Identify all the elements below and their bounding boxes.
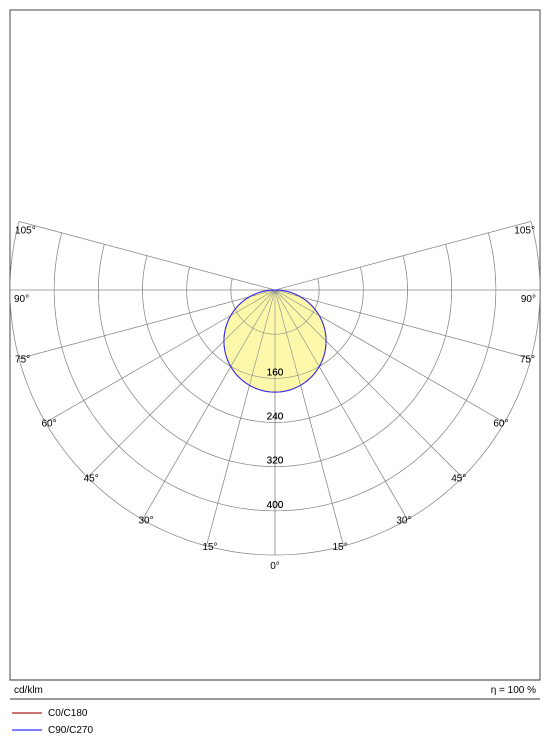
angle-label-right: 15° xyxy=(332,542,347,553)
angle-label-left: 45° xyxy=(84,473,99,484)
radial-tick-label: 240 xyxy=(267,412,284,423)
angle-label-right: 90° xyxy=(521,294,536,305)
angle-label-bottom: 0° xyxy=(270,561,280,572)
angle-label-right: 105° xyxy=(514,225,535,236)
angle-label-left: 30° xyxy=(139,515,154,526)
angle-label-left: 105° xyxy=(15,225,36,236)
angle-label-right: 75° xyxy=(520,355,535,366)
radial-tick-label: 320 xyxy=(267,456,284,467)
legend-label-c0: C0/C180 xyxy=(48,708,88,719)
angle-label-left: 90° xyxy=(14,294,29,305)
angle-label-left: 75° xyxy=(15,355,30,366)
angle-label-right: 45° xyxy=(451,473,466,484)
angle-label-right: 60° xyxy=(493,419,508,430)
angle-label-left: 15° xyxy=(202,542,217,553)
legend-label-c90: C90/C270 xyxy=(48,725,93,736)
angle-label-right: 30° xyxy=(396,515,411,526)
polar-light-distribution-chart: 160240320400160240320400105°90°75°60°45°… xyxy=(0,0,550,750)
footer-left-label: cd/klm xyxy=(14,685,43,696)
footer-right-label: η = 100 % xyxy=(491,685,536,696)
radial-tick-label: 160 xyxy=(267,367,284,378)
angle-label-left: 60° xyxy=(42,419,57,430)
radial-tick-label: 400 xyxy=(267,500,284,511)
